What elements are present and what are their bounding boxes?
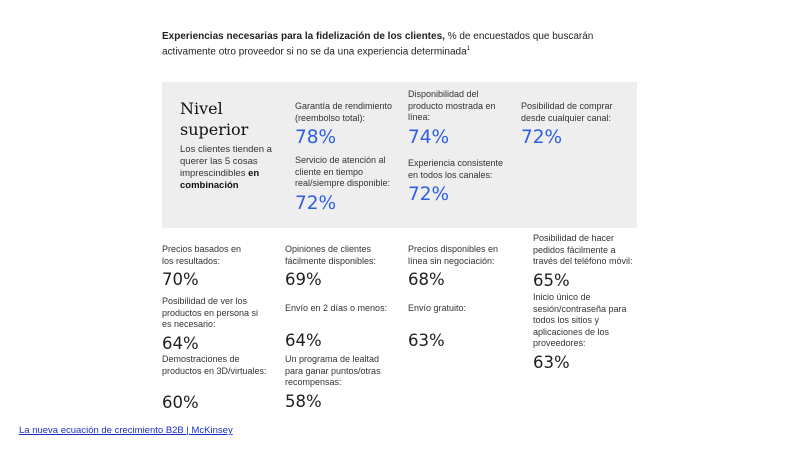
item-single-sign-on: Inicio único de sesión/contraseña para t… bbox=[533, 292, 628, 373]
item-mobile-ordering: Posibilidad de hacer pedidos fácilmente … bbox=[533, 233, 633, 291]
panel-description: Los clientes tienden a querer las 5 cosa… bbox=[180, 144, 280, 192]
item-online-pricing: Precios disponibles en línea sin negocia… bbox=[408, 244, 513, 290]
item-value: 72% bbox=[295, 192, 337, 214]
panel-desc-bold: en combinación bbox=[180, 168, 260, 191]
item-value: 70% bbox=[162, 270, 199, 289]
item-label: Posibilidad de ver los productos en pers… bbox=[162, 296, 259, 329]
item-value: 63% bbox=[408, 330, 445, 350]
item-label: Garantía de rendimiento (reembolso total… bbox=[295, 101, 393, 123]
source-link[interactable]: La nueva ecuación de crecimiento B2B | M… bbox=[19, 425, 233, 436]
item-label: Inicio único de sesión/contraseña para t… bbox=[533, 292, 627, 348]
item-value: 72% bbox=[408, 184, 450, 205]
item-value: 72% bbox=[521, 127, 563, 148]
item-two-day-shipping: Envío en 2 días o menos: 64% bbox=[285, 303, 395, 351]
item-value: 68% bbox=[408, 270, 445, 289]
top-tier-panel bbox=[162, 82, 637, 228]
item-value: 60% bbox=[162, 393, 199, 412]
panel-desc-plain: Los clientes tienden a querer las 5 cosa… bbox=[180, 144, 272, 179]
item-outcome-pricing: Precios basados en los resultados: 70% bbox=[162, 244, 252, 290]
item-loyalty: Un programa de lealtad para ganar puntos… bbox=[285, 354, 385, 412]
item-label: Envío en 2 días o menos: bbox=[285, 303, 388, 313]
item-value: 58% bbox=[285, 391, 322, 411]
item-label: Servicio de atención al cliente en tiemp… bbox=[295, 155, 391, 188]
top-item-any-channel: Posibilidad de comprar desde cualquier c… bbox=[521, 101, 626, 149]
title-bold: Experiencias necesarias para la fideliza… bbox=[162, 31, 445, 42]
item-label: Posibilidad de comprar desde cualquier c… bbox=[521, 101, 613, 123]
top-item-support: Servicio de atención al cliente en tiemp… bbox=[295, 155, 400, 215]
item-label: Envío gratuito: bbox=[408, 303, 467, 313]
item-value: 69% bbox=[285, 270, 322, 289]
top-item-availability: Disponibilidad del producto mostrada en … bbox=[408, 89, 508, 149]
panel-heading: Nivel superior bbox=[180, 99, 249, 139]
item-3d-demos: Demostraciones de productos en 3D/virtua… bbox=[162, 354, 267, 413]
item-value: 65% bbox=[533, 270, 570, 290]
item-label: Precios disponibles en línea sin negocia… bbox=[408, 244, 499, 266]
item-label: Experiencia consistente en todos los can… bbox=[408, 158, 504, 180]
item-value: 74% bbox=[408, 126, 450, 148]
item-value: 64% bbox=[285, 330, 322, 350]
item-reviews: Opiniones de clientes fácilmente disponi… bbox=[285, 244, 385, 290]
item-free-shipping: Envío gratuito: 63% bbox=[408, 303, 513, 351]
item-label: Disponibilidad del producto mostrada en … bbox=[408, 89, 496, 122]
item-label: Opiniones de clientes fácilmente disponi… bbox=[285, 244, 377, 266]
item-see-in-person: Posibilidad de ver los productos en pers… bbox=[162, 296, 267, 354]
item-value: 64% bbox=[162, 333, 199, 353]
item-value: 63% bbox=[533, 352, 570, 372]
title-rest: % de encuestados que buscarán activament… bbox=[162, 31, 594, 58]
top-item-consistency: Experiencia consistente en todos los can… bbox=[408, 158, 510, 206]
item-value: 78% bbox=[295, 127, 337, 148]
item-label: Posibilidad de hacer pedidos fácilmente … bbox=[533, 233, 633, 266]
chart-title: Experiencias necesarias para la fideliza… bbox=[162, 30, 642, 58]
item-label: Precios basados en los resultados: bbox=[162, 244, 242, 266]
item-label: Demostraciones de productos en 3D/virtua… bbox=[162, 354, 267, 376]
title-footnote: 1 bbox=[466, 46, 470, 52]
top-item-guarantee: Garantía de rendimiento (reembolso total… bbox=[295, 101, 400, 149]
item-label: Un programa de lealtad para ganar puntos… bbox=[285, 354, 381, 387]
